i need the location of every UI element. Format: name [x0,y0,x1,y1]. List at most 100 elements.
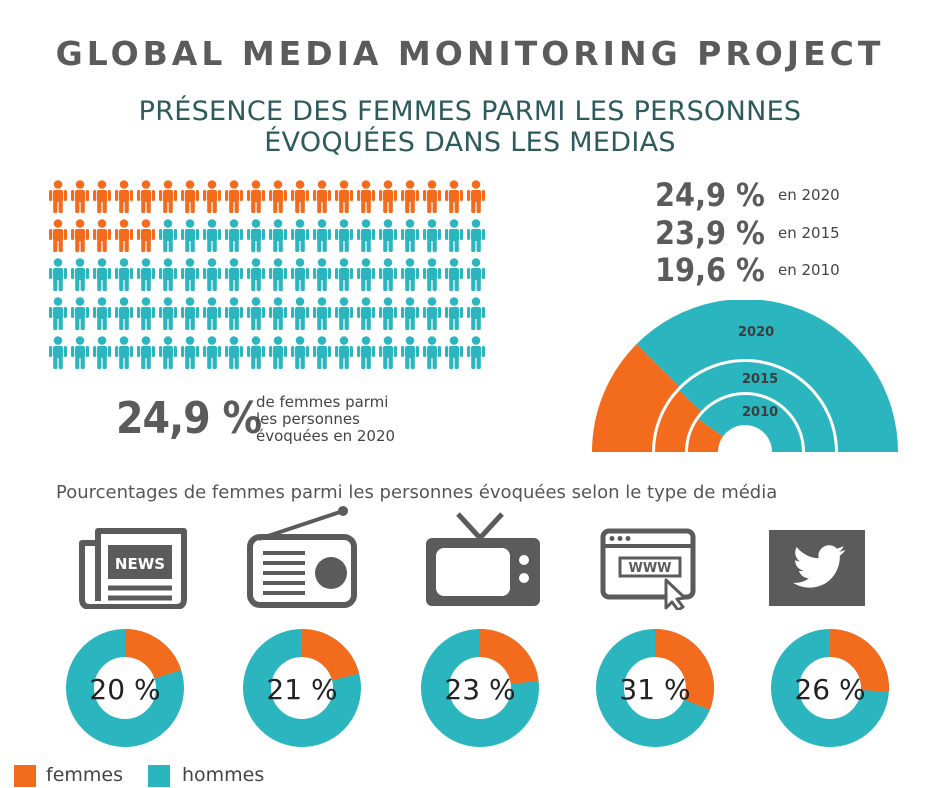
person-femme-icon [137,180,155,213]
person-homme-icon [291,336,309,369]
person-homme-icon [247,219,265,252]
person-homme-icon [225,258,243,291]
person-homme-icon [225,219,243,252]
person-homme-icon [181,297,199,330]
legend-swatch-femmes [14,765,36,787]
donut-value-label: 21 % [266,673,337,706]
year-stat-2010: 19,6 % en 2010 [655,251,840,289]
person-homme-icon [423,336,441,369]
person-homme-icon [203,297,221,330]
donut-femmes-twitter [771,629,889,747]
person-homme-icon [93,336,111,369]
person-homme-icon [379,258,397,291]
person-femme-icon [49,219,67,252]
year-stat-label: en 2015 [777,224,840,242]
person-homme-icon [115,258,133,291]
media-donut-charts: 20 % 21 % 23 % 31 % 26 % [66,629,889,747]
media-section-title: Pourcentages de femmes parmi les personn… [56,482,778,503]
person-femme-icon [181,180,199,213]
person-homme-icon [379,297,397,330]
svg-text:WWW: WWW [628,561,671,576]
donut-value-label: 23 % [444,673,515,706]
person-homme-icon [49,297,67,330]
person-femme-icon [115,219,133,252]
person-homme-icon [291,258,309,291]
person-homme-icon [313,297,331,330]
newspaper-icon: NEWS [79,528,187,609]
person-femme-icon [203,180,221,213]
year-stat-value: 24,9 % [655,176,765,214]
person-homme-icon [181,219,199,252]
person-homme-icon [423,258,441,291]
person-femme-icon [269,180,287,213]
tv-icon [426,512,540,606]
half-donut-ring-label: 2015 [742,372,778,387]
person-homme-icon [181,336,199,369]
year-stat-value: 23,9 % [655,214,765,252]
person-homme-icon [247,297,265,330]
person-homme-icon [247,258,265,291]
person-homme-icon [379,219,397,252]
year-stat-value: 19,6 % [655,251,765,289]
person-homme-icon [159,336,177,369]
pictogram-description-line: de femmes parmi [256,393,389,411]
donut-value-label: 31 % [619,673,690,706]
person-femme-icon [423,180,441,213]
person-homme-icon [115,336,133,369]
web-browser-icon: WWW [600,528,696,610]
person-homme-icon [49,336,67,369]
donut-femmes-internet [596,629,714,747]
person-homme-icon [335,336,353,369]
person-homme-icon [137,336,155,369]
people-pictogram [49,180,485,369]
person-homme-icon [423,219,441,252]
person-femme-icon [313,180,331,213]
subtitle-line-1: PRÉSENCE DES FEMMES PARMI LES PERSONNES [138,96,802,127]
person-homme-icon [269,258,287,291]
pictogram-description: de femmes parmi les personnes évoquées e… [256,394,395,445]
half-donut-hommes-2010 [698,395,802,452]
person-homme-icon [313,258,331,291]
person-homme-icon [49,258,67,291]
radio-icon [247,506,357,608]
person-femme-icon [291,180,309,213]
person-homme-icon [379,336,397,369]
person-homme-icon [445,336,463,369]
person-homme-icon [357,336,375,369]
person-homme-icon [115,297,133,330]
legend-label-hommes: hommes [182,764,265,786]
person-homme-icon [357,297,375,330]
person-homme-icon [203,336,221,369]
person-homme-icon [203,219,221,252]
subtitle-line-2: ÉVOQUÉES DANS LES MEDIAS [264,127,676,158]
person-homme-icon [357,258,375,291]
person-homme-icon [467,258,485,291]
donut-value-label: 26 % [794,673,865,706]
person-homme-icon [335,219,353,252]
pictogram-description-line: évoquées en 2020 [256,427,396,445]
person-homme-icon [71,258,89,291]
person-homme-icon [467,297,485,330]
person-homme-icon [181,258,199,291]
person-femme-icon [115,180,133,213]
person-homme-icon [159,219,177,252]
person-homme-icon [423,297,441,330]
half-donut-femmes-2015 [655,390,702,452]
page-subtitle: PRÉSENCE DES FEMMES PARMI LES PERSONNES … [0,96,940,158]
person-homme-icon [401,336,419,369]
donut-femmes-télévision [421,629,539,747]
person-femme-icon [357,180,375,213]
person-femme-icon [93,180,111,213]
twitter-icon [769,530,865,606]
person-homme-icon [313,219,331,252]
year-stat-2020: 24,9 % en 2020 [655,176,840,214]
person-homme-icon [71,297,89,330]
half-donut-ring-label: 2020 [738,325,774,340]
person-homme-icon [401,219,419,252]
legend-swatch-hommes [148,765,170,787]
person-homme-icon [335,297,353,330]
person-homme-icon [269,219,287,252]
person-femme-icon [93,219,111,252]
person-homme-icon [445,219,463,252]
person-homme-icon [357,219,375,252]
